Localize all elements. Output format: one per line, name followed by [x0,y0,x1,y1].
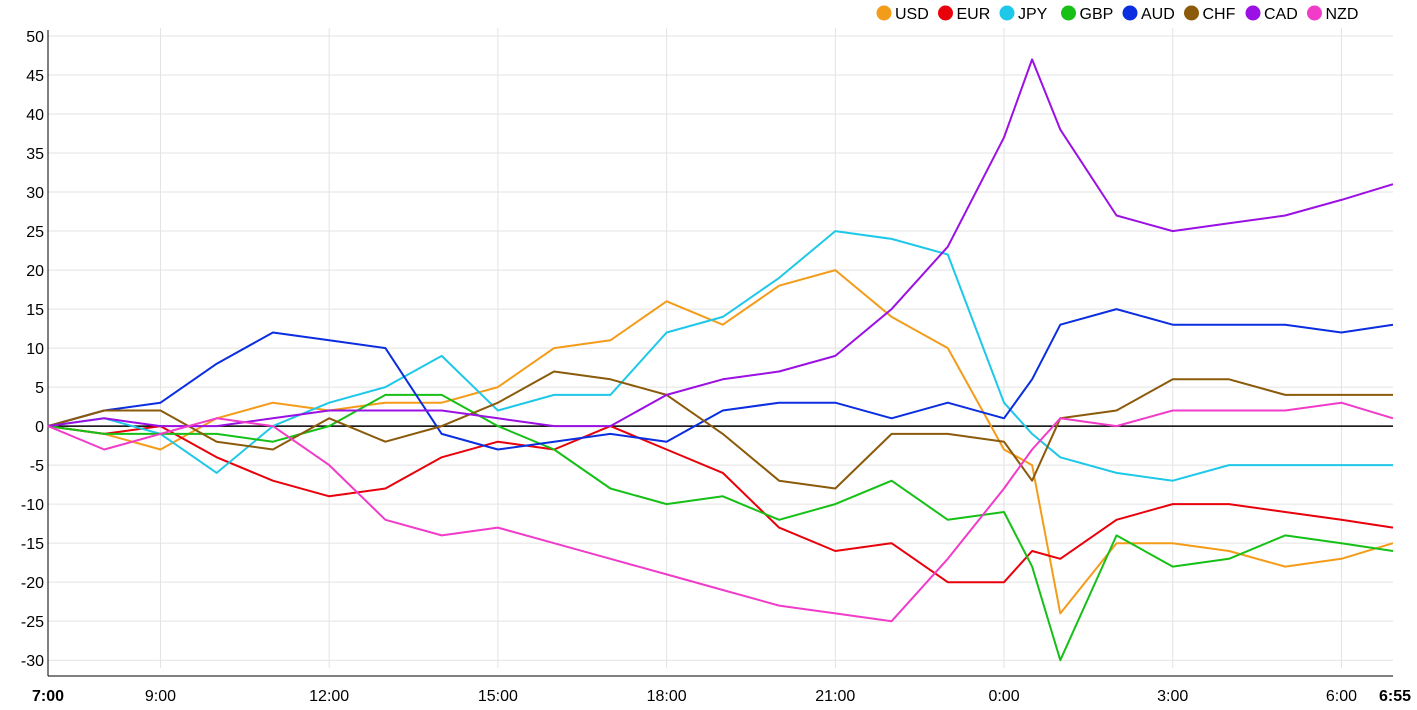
y-tick-label: 0 [35,419,44,436]
x-tick-label: 7:00 [32,688,64,705]
x-tick-label: 3:00 [1157,688,1188,705]
legend-swatch [1061,5,1076,21]
legend-item-jpy[interactable]: JPY [999,5,1048,24]
legend-label: NZD [1326,6,1359,23]
legend-swatch [1307,5,1322,21]
y-tick-label: -15 [21,536,44,553]
y-tick-label: 45 [26,68,44,85]
legend: USD EUR JPY GBP AUD CHF CAD NZD [876,5,1359,24]
legend-swatch [1122,5,1138,21]
legend-item-usd[interactable]: USD [876,5,929,24]
series-line-jpy [47,230,1393,482]
legend-item-nzd[interactable]: NZD [1307,5,1359,24]
y-tick-label: -25 [21,614,44,631]
x-axis-tick-labels: 7:00 9:00 12:00 15:00 18:00 21:00 0:00 3:00 6:00… [32,688,1411,705]
x-tick-label: 21:00 [815,688,855,705]
series-line-usd [47,269,1394,615]
legend-label: AUD [1141,6,1175,23]
x-tick-label: 9:00 [145,688,176,705]
y-tick-label: -10 [21,497,44,514]
legend-swatch [1184,5,1199,21]
y-tick-label: -5 [30,458,44,475]
y-tick-label: 10 [26,341,44,358]
x-tick-label: 0:00 [988,688,1019,705]
legend-label: GBP [1080,6,1114,23]
legend-label: EUR [957,6,991,23]
legend-item-aud[interactable]: AUD [1122,5,1175,24]
legend-item-eur[interactable]: EUR [938,5,991,24]
legend-swatch [1245,5,1261,21]
y-tick-label: 35 [26,146,44,163]
legend-label: JPY [1018,6,1048,23]
legend-label: USD [895,6,929,23]
horizontal-grid [48,35,1393,661]
legend-swatch [876,5,892,21]
series-line-eur [47,425,1394,584]
y-tick-label: -30 [21,653,44,670]
x-tick-label: 18:00 [647,688,687,705]
y-tick-label: 5 [35,380,44,397]
x-tick-label: 15:00 [478,688,518,705]
y-tick-label: 50 [26,29,44,46]
y-tick-label: 30 [26,185,44,202]
x-tick-label: 6:00 [1326,688,1357,705]
legend-label: CHF [1203,6,1236,23]
legend-item-chf[interactable]: CHF [1184,5,1236,24]
legend-label: CAD [1264,6,1298,23]
y-tick-label: 25 [26,224,44,241]
legend-swatch [938,5,953,21]
y-tick-label: -20 [21,575,44,592]
legend-item-gbp[interactable]: GBP [1061,5,1114,24]
series-line-gbp [47,393,1394,662]
x-tick-label: 6:55 [1379,688,1411,705]
series-lines [47,58,1394,662]
x-tick-label: 12:00 [309,688,349,705]
series-line-chf [47,370,1393,490]
y-tick-label: 40 [26,107,44,124]
series-line-cad [47,58,1394,428]
legend-item-cad[interactable]: CAD [1245,5,1298,24]
y-tick-label: 15 [26,302,44,319]
legend-swatch [999,5,1015,21]
axes [47,30,1393,677]
series-line-nzd [47,401,1394,623]
series-line-aud [47,308,1394,451]
y-tick-label: 20 [26,263,44,280]
